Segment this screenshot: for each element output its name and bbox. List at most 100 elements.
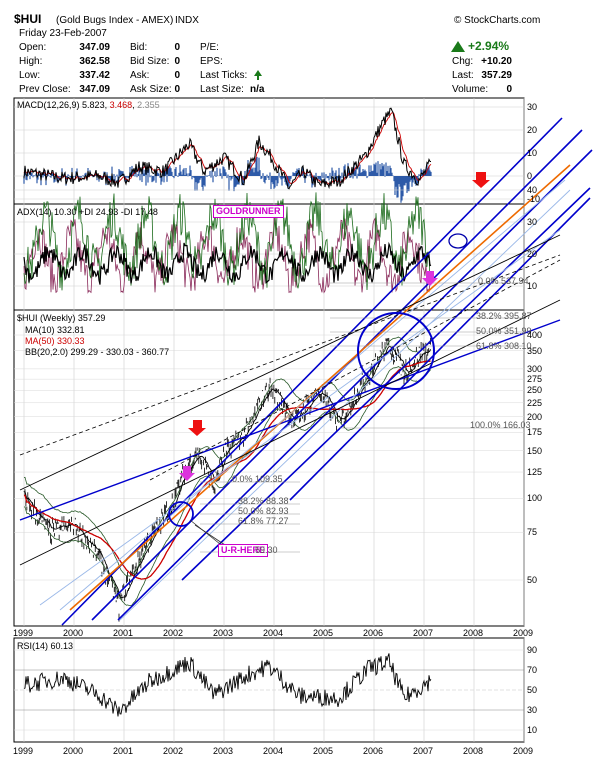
dashed-trend-line <box>19 254 561 456</box>
macd-value-1: 5.823 <box>82 100 105 110</box>
chg-value: +10.20 <box>481 56 512 67</box>
eps-label: EPS: <box>200 56 223 67</box>
last-value: 357.29 <box>481 70 512 81</box>
x-tick-label: 1999 <box>13 628 34 638</box>
last-ticks-up-icon <box>254 70 262 80</box>
dashed-trend-line <box>149 259 561 481</box>
prev-close-label: Prev Close: <box>19 84 71 95</box>
fib-label: 38.2% 395.87 <box>476 311 532 321</box>
adx-label: ADX(14) 10.30 +DI 24.93 -DI 17.48 <box>17 207 158 217</box>
price-tick-label: 250 <box>527 385 543 396</box>
open-value: 347.09 <box>79 42 110 53</box>
light-channel-line <box>119 189 571 621</box>
fib-label: 100.0% 166.03 <box>470 420 531 430</box>
light-channel-line <box>39 229 561 606</box>
price-tick-label: 400 <box>527 330 543 340</box>
fib-label: 61.8% 77.27 <box>238 516 289 526</box>
macd-tick-label: 0 <box>527 171 533 181</box>
ask-size-value: 0 <box>174 84 180 95</box>
x-tick-label: 2009 <box>513 628 534 638</box>
change-up-triangle-icon <box>451 41 465 52</box>
exchange-label: INDX <box>175 15 199 26</box>
x-tick-label: 2009 <box>513 746 534 756</box>
macd-tick-label: 10 <box>527 148 538 158</box>
price-tick-label: 225 <box>527 397 543 408</box>
x-tick-label: 2004 <box>263 628 284 638</box>
macd-tick-label: -10 <box>527 194 541 204</box>
price-tick-label: 75 <box>527 527 538 538</box>
ask-size-label: Ask Size: <box>130 84 172 95</box>
magenta-arrow-icon-2002 <box>179 466 195 481</box>
blue-channel-line <box>19 319 561 521</box>
prev-close-value: 347.09 <box>79 84 110 95</box>
ma50-label: MA(50) 330.33 <box>25 336 85 346</box>
price-tick-label: 200 <box>527 411 543 422</box>
highlight-ellipse-adx <box>448 233 468 249</box>
open-label: Open: <box>19 42 47 53</box>
rsi-tick-label: 10 <box>527 725 538 735</box>
x-tick-label: 2005 <box>313 628 334 638</box>
volume-label: Volume: <box>452 84 489 95</box>
bid-value: 0 <box>174 42 180 53</box>
brand-label: © StockCharts.com <box>454 15 541 26</box>
rsi-tick-label: 90 <box>527 645 538 655</box>
rsi-tick-label: 70 <box>527 665 538 675</box>
macd-label: MACD(12,26,9) 5.823, 3.468, 2.355 <box>17 100 160 110</box>
price-tick-label: 300 <box>527 363 543 374</box>
fib-label: 61.8% 308.10 <box>476 341 532 351</box>
minus-di-line <box>23 214 432 294</box>
macd-value-3: 2.355 <box>137 100 160 110</box>
x-tick-label: 2007 <box>413 746 434 756</box>
adx-tick-label: 20 <box>527 249 538 259</box>
price-tick-label: 100 <box>527 493 543 504</box>
x-tick-label: 2001 <box>113 628 134 638</box>
black-trend-line <box>19 299 561 566</box>
x-tick-label: 2001 <box>113 746 134 756</box>
macd-histogram <box>23 156 432 203</box>
plus-di-line <box>23 192 432 291</box>
blue-channel-line <box>61 117 563 626</box>
x-tick-label: 2006 <box>363 628 384 638</box>
orange-trend-line <box>69 164 571 611</box>
ask-value: 0 <box>174 70 180 81</box>
highlight-circle-2002 <box>168 501 194 527</box>
black-trend-line <box>19 234 561 491</box>
price-tick-label: 150 <box>527 445 543 456</box>
price-tick-label: 50 <box>527 575 538 585</box>
x-tick-label: 2008 <box>463 628 484 638</box>
price-label: $HUI (Weekly) 357.29 <box>17 313 106 323</box>
x-tick-label: 2007 <box>413 628 434 638</box>
bid-size-label: Bid Size: <box>130 56 170 67</box>
price-tick-label: 175 <box>527 427 543 438</box>
low-label: Low: <box>19 70 41 81</box>
fib-label: 38.2% 88.38 <box>238 496 289 506</box>
price-tick-label: 350 <box>527 345 543 356</box>
blue-channel-line <box>91 129 583 621</box>
last-ticks-label: Last Ticks: <box>200 70 248 81</box>
goldrunner-tag: GOLDRUNNER <box>213 205 284 218</box>
x-tick-label: 2006 <box>363 746 384 756</box>
bid-label: Bid: <box>130 42 148 53</box>
blue-channel-line <box>117 149 593 621</box>
macd-panel-frame <box>13 97 525 205</box>
x-tick-label: 2002 <box>163 746 184 756</box>
rsi-line <box>23 653 432 717</box>
adx-tick-label: 10 <box>527 281 538 291</box>
ma10-label: MA(10) 332.81 <box>25 325 85 335</box>
x-tick-label: 2002 <box>163 628 184 638</box>
fib-label: 59.30 <box>255 545 278 555</box>
rsi-label: RSI(14) 60.13 <box>17 641 74 651</box>
symbol-label: $HUI <box>14 12 42 26</box>
pe-label: P/E: <box>200 42 219 53</box>
u-r-here-tag: U-R-HERE <box>218 544 268 557</box>
macd-label-prefix: MACD(12,26,9) <box>17 100 80 110</box>
fib-label: 50.0% 351.99 <box>476 326 532 336</box>
macd-tick-label: 20 <box>527 125 538 135</box>
quote-date: Friday 23-Feb-2007 <box>19 28 107 39</box>
low-value: 337.42 <box>79 70 110 81</box>
fib-label: 50.0% 82.93 <box>238 506 289 516</box>
price-tick-label: 125 <box>527 467 543 478</box>
ask-label: Ask: <box>130 70 150 81</box>
light-channel-line <box>59 179 566 611</box>
